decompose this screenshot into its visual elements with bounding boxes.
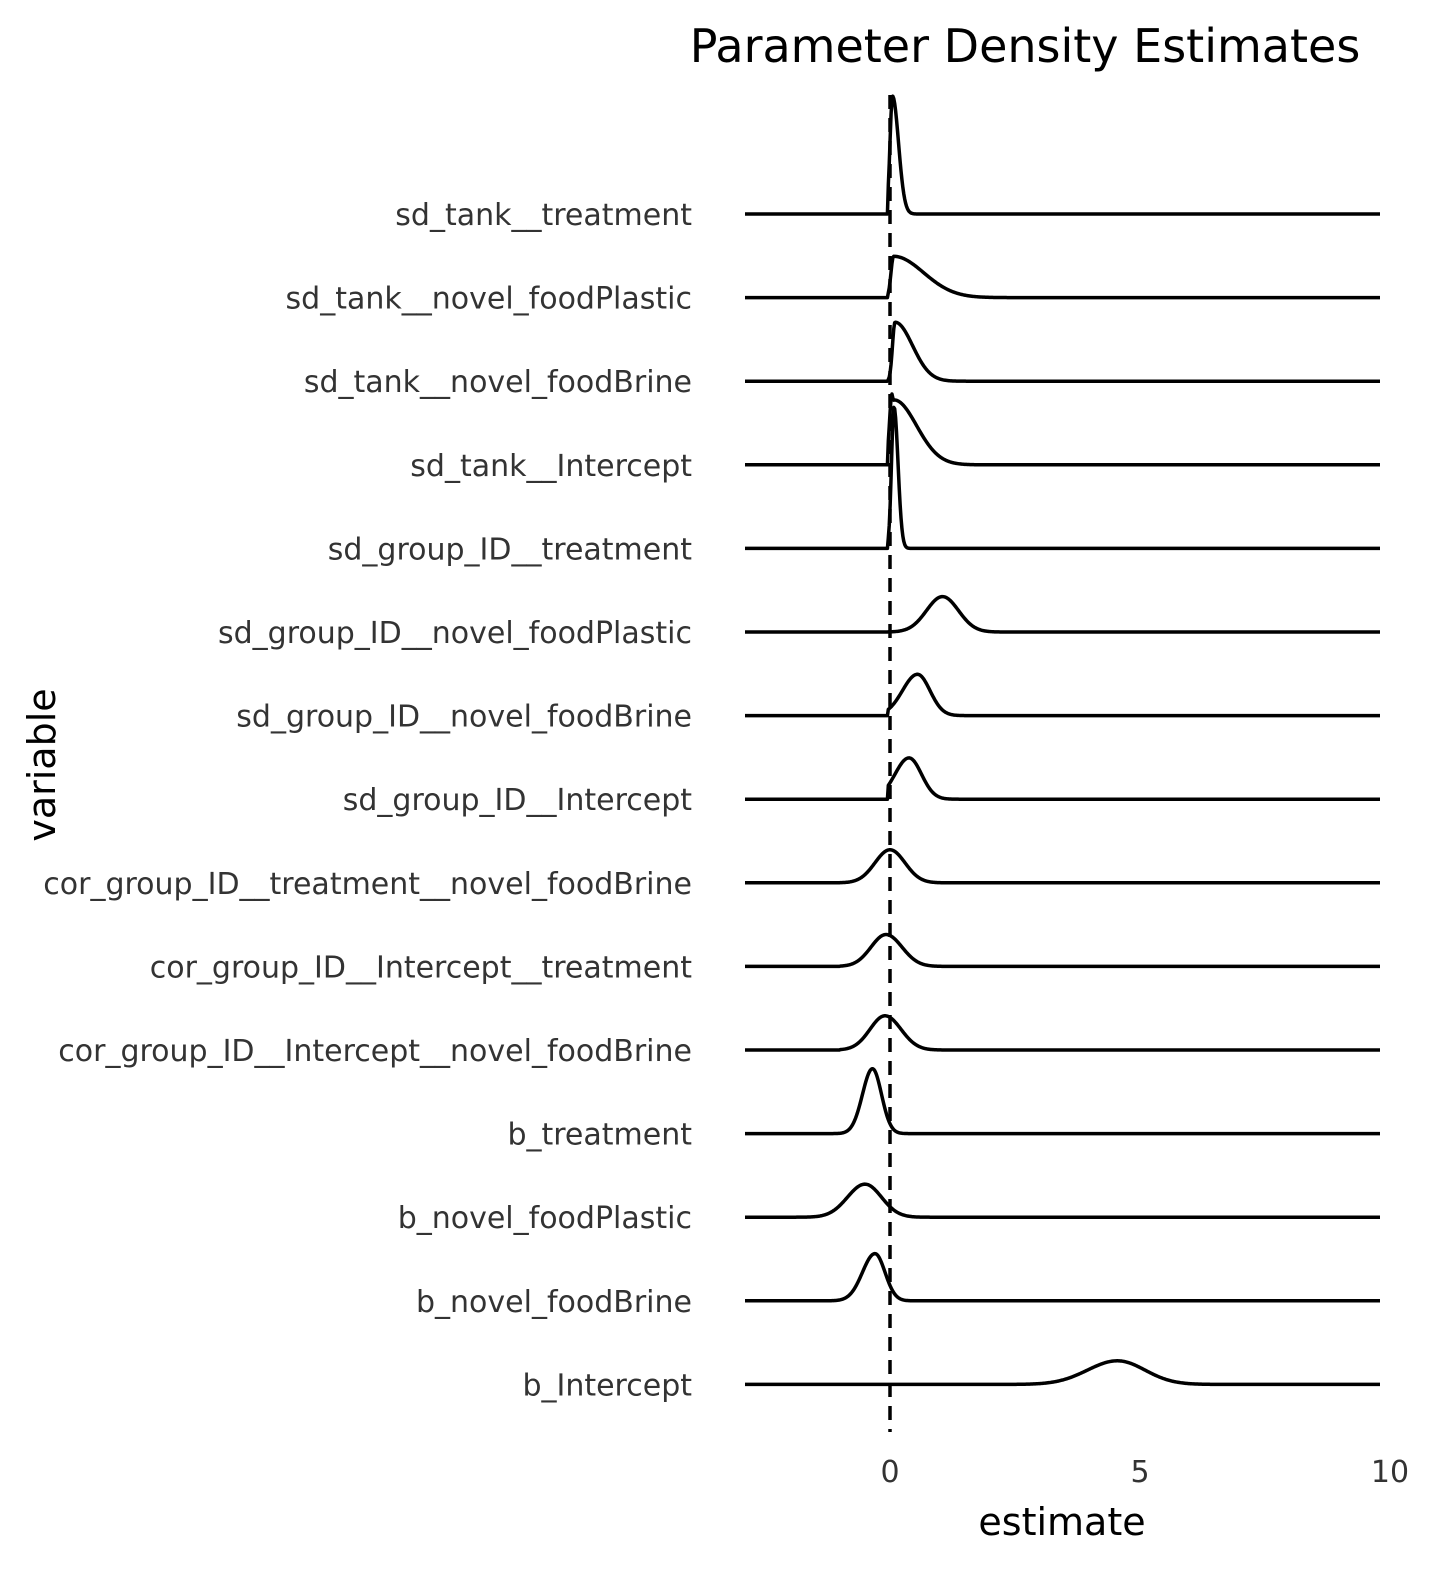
ridge-sd-group-id-intercept: [744, 756, 1381, 801]
category-label-cor-group-id-intercept-novel-foodbrine: cor_group_ID__Intercept__novel_foodBrine: [58, 1034, 692, 1069]
ridge-cor-group-id-intercept-novel-foodbrine: [744, 1014, 1381, 1052]
chart-title: Parameter Density Estimates: [690, 19, 1361, 73]
category-label-sd-tank-intercept: sd_tank__Intercept: [410, 449, 692, 484]
x-tick-label-10: 10: [1371, 1455, 1409, 1490]
category-label-sd-tank-treatment: sd_tank__treatment: [395, 198, 692, 233]
ridge-sd-tank-novel-foodplastic: [744, 254, 1381, 300]
ridge-cor-group-id-intercept-treatment: [744, 932, 1381, 969]
x-axis-title: estimate: [978, 1500, 1145, 1544]
ridge-sd-group-id-novel-foodbrine: [744, 672, 1381, 718]
category-label-sd-tank-novel-foodplastic: sd_tank__novel_foodPlastic: [286, 282, 692, 317]
ridge-b-intercept: [744, 1359, 1381, 1387]
category-label-b-novel-foodplastic: b_novel_foodPlastic: [398, 1201, 692, 1236]
category-label-sd-group-id-intercept: sd_group_ID__Intercept: [343, 783, 693, 818]
ridge-cor-group-id-treatment-novel-foodbrine: [744, 848, 1381, 885]
ridge-b-novel-foodplastic: [744, 1182, 1381, 1219]
y-axis-title: variable: [20, 688, 64, 841]
x-tick-label-5: 5: [1130, 1455, 1149, 1490]
category-label-b-treatment: b_treatment: [507, 1118, 692, 1153]
ridge-sd-tank-novel-foodbrine: [744, 320, 1381, 383]
x-tick-label-0: 0: [880, 1455, 899, 1490]
category-label-sd-group-id-novel-foodbrine: sd_group_ID__novel_foodBrine: [236, 700, 692, 735]
ridges-group: [744, 94, 1381, 1387]
ridge-sd-group-id-treatment: [744, 405, 1381, 551]
ridge-sd-tank-treatment: [744, 94, 1381, 216]
category-label-sd-group-id-treatment: sd_group_ID__treatment: [328, 532, 692, 567]
category-labels: sd_tank__treatment sd_tank__novel_foodPla…: [43, 198, 692, 1403]
category-label-cor-group-id-intercept-treatment: cor_group_ID__Intercept__treatment: [150, 950, 693, 985]
ridge-b-novel-foodbrine: [744, 1251, 1381, 1303]
x-axis-ticks: 0 5 10: [880, 1455, 1409, 1490]
category-label-b-intercept: b_Intercept: [522, 1368, 692, 1403]
category-label-sd-group-id-novel-foodplastic: sd_group_ID__novel_foodPlastic: [218, 616, 692, 651]
category-label-cor-group-id-treatment-novel-foodbrine: cor_group_ID__treatment__novel_foodBrine: [43, 867, 692, 902]
ridge-b-treatment: [744, 1067, 1381, 1136]
category-label-sd-tank-novel-foodbrine: sd_tank__novel_foodBrine: [304, 365, 692, 400]
ridge-sd-group-id-novel-foodplastic: [744, 594, 1381, 634]
ridge-sd-tank-intercept: [744, 392, 1381, 467]
category-label-b-novel-foodbrine: b_novel_foodBrine: [416, 1285, 692, 1320]
